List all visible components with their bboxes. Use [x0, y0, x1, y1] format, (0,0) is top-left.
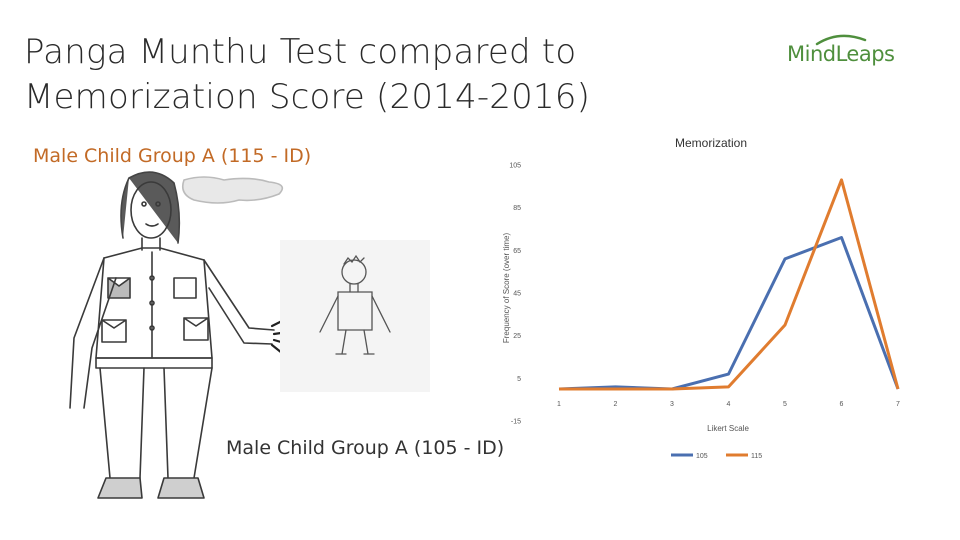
x-tick-label: 5 [783, 401, 787, 408]
memorization-line-chart: Memorization Frequency of Score (over ti… [502, 136, 900, 460]
mindleaps-logo: MindLeaps [787, 30, 907, 70]
child-drawing-115 [69, 171, 290, 499]
legend-label-115: 115 [751, 453, 762, 460]
slide-title-line-2: Memorization Score (2014-2016) [24, 77, 591, 117]
x-tick-label: 2 [614, 401, 618, 408]
chart-legend: 105 115 [671, 453, 762, 460]
x-tick-label: 3 [670, 401, 674, 408]
chart-title: Memorization [675, 136, 747, 150]
y-tick-label: 5 [517, 376, 521, 383]
logo-text: MindLeaps [787, 42, 895, 66]
caption-group-a-115: Male Child Group A (115 - ID) [33, 145, 312, 167]
slide-title-line-1: Panga Munthu Test compared to [24, 32, 577, 72]
x-tick-labels: 1 2 3 4 5 6 7 [557, 401, 900, 408]
series-lines [558, 178, 900, 391]
y-tick-label: 65 [513, 248, 521, 255]
y-tick-label: -15 [511, 419, 521, 426]
y-tick-label: 45 [513, 291, 521, 298]
y-tick-label: 25 [513, 333, 521, 340]
x-tick-label: 6 [840, 401, 844, 408]
y-tick-labels: 105 85 65 45 25 5 -15 [509, 163, 521, 426]
chart-y-axis-label: Frequency of Score (over time) [502, 233, 511, 344]
y-tick-label: 85 [513, 205, 521, 212]
x-tick-label: 7 [896, 401, 900, 408]
series-line-105 [558, 236, 900, 391]
logo-arc-icon [815, 34, 867, 46]
x-tick-label: 4 [727, 401, 731, 408]
caption-group-a-105: Male Child Group A (105 - ID) [226, 437, 505, 459]
legend-label-105: 105 [696, 453, 708, 460]
y-tick-label: 105 [509, 163, 521, 170]
x-tick-label: 1 [557, 401, 561, 408]
slide-title: Panga Munthu Test compared to Memorizati… [24, 30, 590, 120]
series-line-115 [559, 178, 900, 391]
child-drawing-105 [280, 240, 430, 392]
chart-x-axis-label: Likert Scale [707, 424, 749, 433]
